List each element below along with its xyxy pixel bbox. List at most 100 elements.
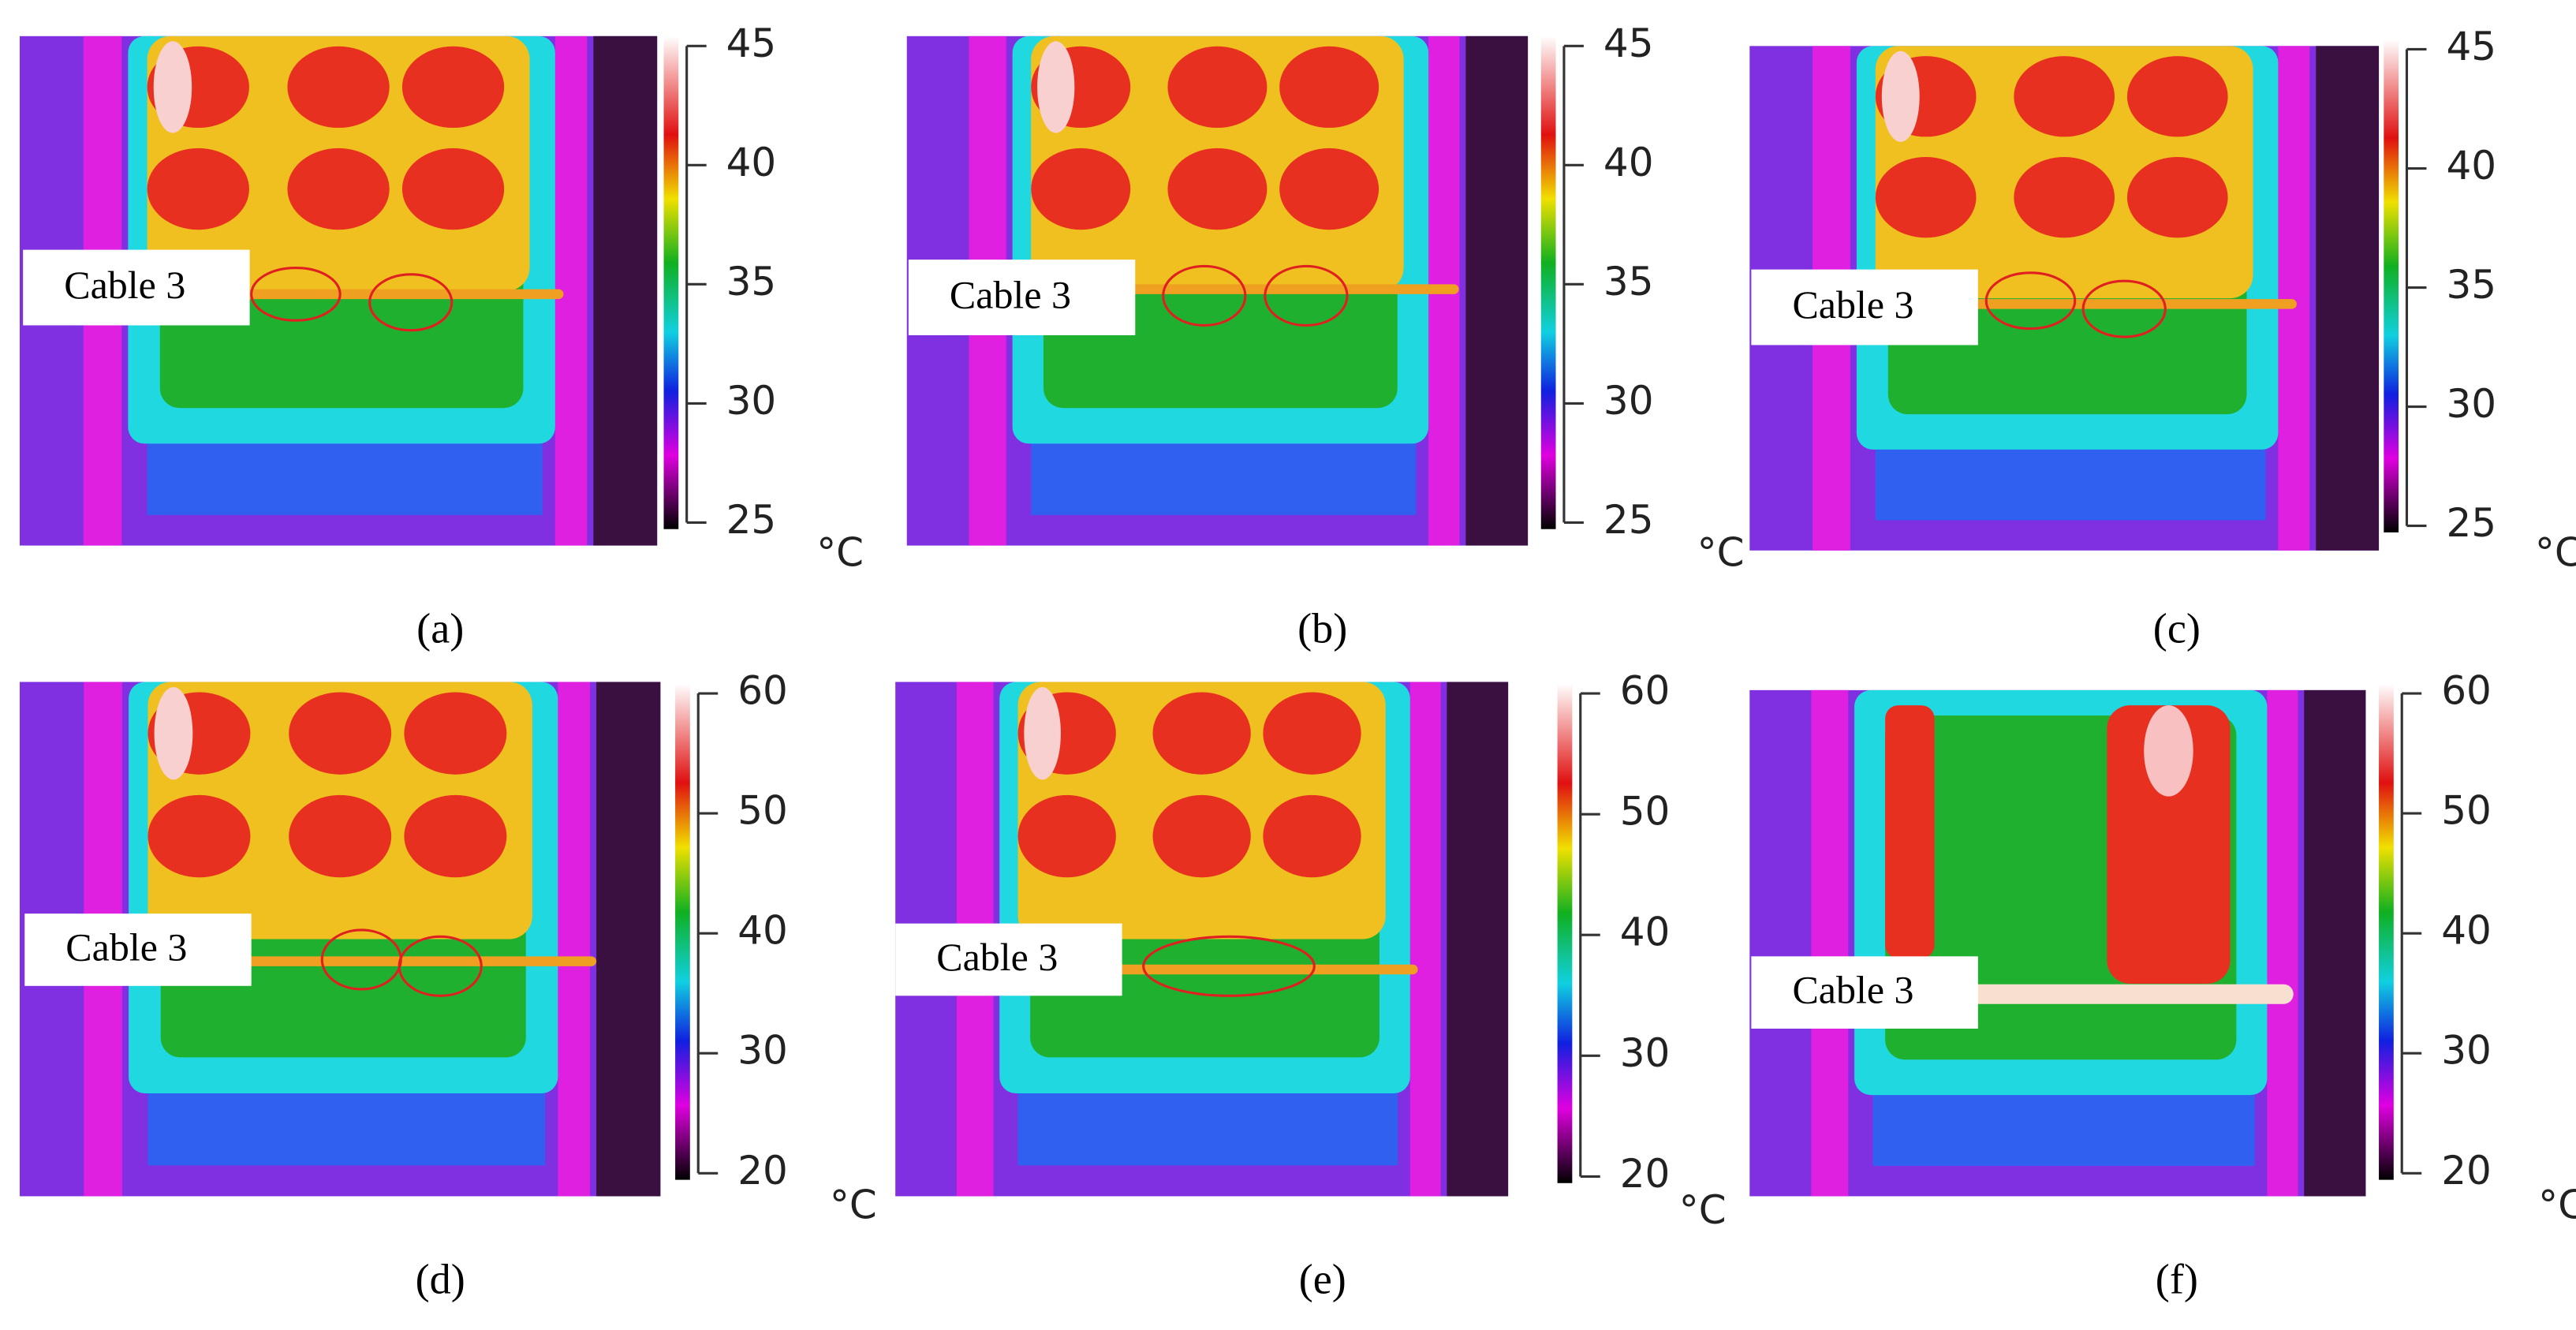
- hot-spot: [404, 692, 507, 775]
- panel-label: (c): [2153, 604, 2201, 652]
- edge-band: [1409, 682, 1441, 1197]
- dark-edge: [596, 682, 661, 1197]
- colorbar-tick-label: 25: [1603, 497, 1654, 543]
- hot-spot: [287, 148, 390, 230]
- edge-band: [1811, 689, 1849, 1197]
- colorbar-tick-label: 40: [1620, 910, 1671, 955]
- annotation: Cable 3: [64, 263, 185, 307]
- colorbar-tick-label: 45: [726, 21, 777, 66]
- colorbar-tick-label: 50: [2441, 788, 2492, 834]
- hotspot-circle: [398, 935, 483, 997]
- colorbar-tick-label: 60: [2441, 668, 2492, 714]
- lower-band: [1872, 1085, 2255, 1166]
- colorbar-tick-label: 40: [2446, 143, 2496, 189]
- lower-band: [1031, 433, 1417, 515]
- colorbar-tick-label: 60: [737, 668, 788, 714]
- lower-band: [1017, 1083, 1398, 1166]
- hot-spot: [1031, 148, 1131, 230]
- hot-spot: [1263, 692, 1361, 775]
- thermal-panel: Cable 3 45 40 35 30 25 °C (c): [1749, 24, 2576, 652]
- hot-spot: [404, 794, 507, 878]
- colorbar-tick-label: 45: [1603, 21, 1654, 66]
- hot-spot: [147, 794, 251, 878]
- colorbar-unit: °C: [816, 530, 864, 576]
- annotation-box: [1751, 269, 1978, 346]
- annotation: Cable 3: [1792, 968, 1913, 1012]
- colorbar-tick-label: 30: [2446, 381, 2496, 427]
- hot-zone: [2107, 705, 2231, 984]
- colorbar: [1540, 35, 1556, 529]
- hottest-spot: [1881, 50, 1920, 142]
- dark-edge: [1465, 35, 1529, 546]
- colorbar-tick-label: 40: [1603, 140, 1654, 185]
- colorbar: [2384, 39, 2399, 532]
- annotation-box: [23, 249, 250, 326]
- colorbar-tick-label: 35: [1603, 259, 1654, 304]
- hot-spot: [2014, 157, 2115, 238]
- colorbar-tick-label: 30: [1620, 1030, 1671, 1076]
- hot-spot: [1152, 692, 1251, 775]
- hottest-spot: [153, 41, 192, 133]
- colorbar-tick-label: 35: [2446, 262, 2496, 308]
- colorbar-tick-label: 20: [2441, 1148, 2492, 1194]
- hot-spot: [1167, 46, 1267, 129]
- panel-label: (f): [2156, 1255, 2198, 1302]
- lower-band: [147, 1083, 546, 1166]
- hotspot-circle: [368, 273, 454, 332]
- hot-spot: [2126, 56, 2228, 137]
- hot-spot: [1263, 794, 1361, 878]
- annotation-box: [1751, 956, 1978, 1029]
- annotation-box: [24, 913, 252, 986]
- dark-edge: [593, 35, 658, 546]
- colorbar-tick-label: 30: [1603, 378, 1654, 424]
- colorbar-tick-label: 35: [726, 259, 777, 304]
- annotation: Cable 3: [65, 925, 187, 969]
- hot-spot: [1152, 794, 1251, 878]
- colorbar-tick-label: 30: [2441, 1028, 2492, 1074]
- colorbar-tick-label: 50: [1620, 789, 1671, 835]
- hot-spot: [401, 46, 505, 129]
- annotation: Cable 3: [936, 935, 1058, 979]
- thermal-panel: Cable 3 45 40 35 30 25 °C (b): [906, 21, 1745, 652]
- hottest-spot: [2144, 705, 2193, 797]
- hot-spot: [287, 46, 390, 129]
- colorbar-unit: °C: [2538, 1182, 2576, 1228]
- hot-spot: [1017, 794, 1116, 878]
- dark-edge: [2316, 46, 2380, 551]
- annotation: Cable 3: [950, 273, 1071, 317]
- hot-spot: [289, 794, 392, 878]
- hot-spot: [2014, 56, 2115, 137]
- thermal-panel: Cable 3 45 40 35 30 25 °C (a): [19, 21, 864, 652]
- dark-edge: [2304, 689, 2366, 1197]
- dark-edge: [1447, 682, 1509, 1197]
- lower-band: [1875, 439, 2266, 521]
- hottest-spot: [154, 686, 193, 780]
- thermal-panel: Cable 3 60 50 40 30 20°C (e): [895, 668, 1727, 1302]
- colorbar: [663, 35, 679, 529]
- colorbar-tick-label: 30: [737, 1028, 788, 1074]
- hot-spot: [1167, 148, 1267, 230]
- colorbar-tick-label: 20: [1620, 1151, 1671, 1197]
- colorbar: [675, 683, 690, 1180]
- colorbar-tick-label: 25: [2446, 500, 2496, 546]
- thermal-panel: Cable 3 60 50 40 30 20 °C (d): [19, 668, 877, 1302]
- colorbar-unit: °C: [830, 1182, 877, 1228]
- hotspot-circle: [1264, 264, 1349, 327]
- hotspot-circle: [1142, 935, 1316, 997]
- colorbar-tick-label: 40: [2441, 908, 2492, 954]
- annotation: Cable 3: [1792, 282, 1913, 327]
- panel-label: (d): [416, 1255, 465, 1302]
- hot-spot: [401, 148, 505, 230]
- colorbar-tick-label: 30: [726, 378, 777, 424]
- edge-band: [2267, 689, 2298, 1197]
- annotation-box: [895, 923, 1122, 996]
- hot-spot: [2126, 157, 2228, 238]
- panel-label: (b): [1297, 604, 1347, 652]
- colorbar-unit: °C: [1697, 530, 1745, 576]
- panel-label: (e): [1299, 1255, 1346, 1302]
- colorbar-unit: °C: [1679, 1187, 1727, 1233]
- hot-spot: [1875, 157, 1977, 238]
- colorbar-tick-label: 40: [737, 908, 788, 954]
- lower-band: [147, 433, 543, 515]
